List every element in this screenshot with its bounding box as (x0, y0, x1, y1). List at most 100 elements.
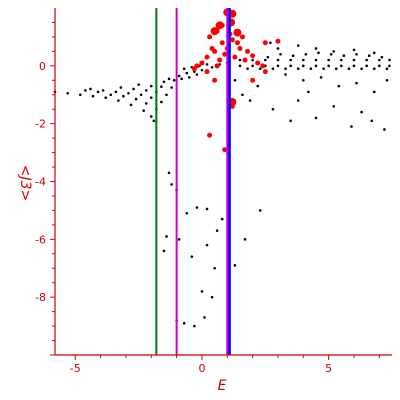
data-point (214, 63, 220, 69)
data-point (332, 105, 336, 108)
data-point (340, 58, 343, 62)
data-point (217, 57, 223, 63)
data-point (185, 212, 189, 215)
data-point (233, 78, 237, 82)
data-points (53, 8, 391, 328)
data-point (119, 86, 123, 89)
data-point (289, 119, 292, 123)
data-point (245, 48, 251, 54)
data-point (372, 67, 376, 71)
data-point (291, 54, 295, 58)
data-point (144, 89, 148, 92)
data-point (215, 229, 219, 232)
data-point (378, 64, 381, 68)
data-point (385, 67, 389, 71)
data-point (258, 67, 262, 71)
data-point (205, 63, 209, 66)
data-point (195, 73, 199, 76)
data-point (342, 54, 346, 58)
data-point (79, 93, 82, 97)
vertical-reference-lines (155, 8, 231, 355)
data-point (233, 264, 237, 267)
data-point (329, 52, 333, 56)
data-point (205, 207, 209, 211)
data-point (352, 48, 356, 52)
data-point (302, 64, 305, 68)
data-point (276, 64, 280, 68)
data-point (162, 80, 166, 84)
data-point (207, 132, 213, 138)
data-point (383, 128, 386, 131)
data-point (207, 34, 213, 40)
tick-marks: -5 0 5 0 -2 -4 -6 -8 (35, 21, 380, 375)
data-point (114, 90, 118, 94)
x-axis-label: E (218, 378, 227, 394)
data-point (258, 209, 262, 212)
data-point (269, 41, 272, 44)
data-point (251, 64, 254, 68)
data-point (296, 99, 300, 102)
data-point (350, 125, 353, 128)
data-point (142, 109, 145, 112)
data-point (378, 58, 381, 62)
data-point (180, 77, 183, 81)
data-point (302, 78, 305, 82)
data-point (250, 77, 256, 83)
data-point (246, 67, 249, 71)
data-point (233, 28, 242, 37)
data-point (167, 171, 171, 175)
data-point (209, 45, 215, 51)
data-point (347, 67, 351, 71)
data-point (203, 316, 206, 319)
data-point (195, 206, 199, 209)
data-point (89, 87, 92, 91)
data-point (352, 58, 356, 62)
data-point (182, 67, 186, 71)
x-tick-label: 0 (198, 362, 205, 375)
data-point (242, 57, 248, 63)
y-tick-label: -2 (35, 118, 46, 131)
data-point (317, 51, 320, 55)
data-point (109, 93, 113, 97)
data-point (160, 85, 163, 88)
data-point (296, 44, 300, 47)
data-point (182, 321, 186, 325)
data-point (334, 67, 338, 71)
data-point (149, 84, 153, 88)
data-point (160, 100, 163, 104)
data-point (149, 115, 153, 118)
data-point (139, 93, 143, 97)
data-point (222, 147, 228, 153)
data-point (241, 93, 244, 97)
data-point (96, 90, 100, 94)
data-point (170, 86, 173, 89)
data-point (167, 77, 171, 81)
data-point (255, 60, 261, 66)
data-point (276, 58, 280, 62)
data-point (307, 90, 310, 94)
data-point (191, 66, 197, 72)
data-point (190, 255, 194, 258)
data-point (137, 83, 140, 86)
data-point (144, 102, 148, 105)
data-point (367, 54, 371, 58)
data-point (360, 110, 363, 114)
data-point (251, 58, 254, 62)
data-point (365, 58, 368, 62)
data-point (129, 103, 133, 107)
y-tick-label: 0 (39, 60, 46, 73)
data-point (165, 93, 168, 97)
data-point (170, 183, 173, 186)
data-point (337, 84, 341, 88)
data-point (262, 40, 268, 46)
data-point (210, 65, 214, 69)
data-point (149, 96, 153, 99)
data-point (177, 238, 181, 241)
data-point (210, 27, 219, 36)
data-point (271, 67, 275, 71)
data-point (264, 58, 267, 62)
data-point (134, 97, 138, 101)
series-0 (53, 41, 391, 328)
data-point (275, 38, 281, 44)
